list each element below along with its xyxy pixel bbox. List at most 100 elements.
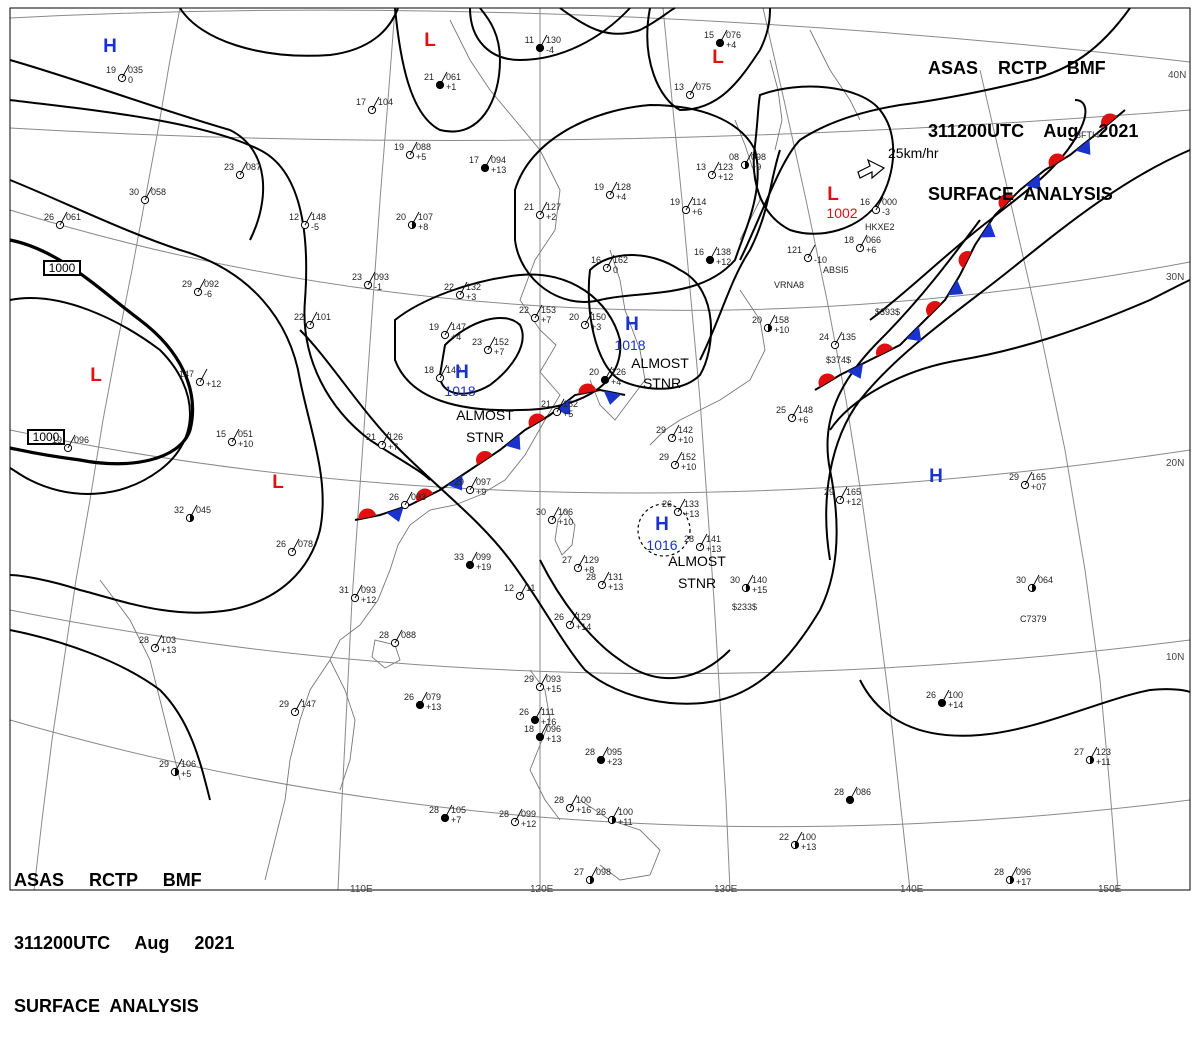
station-pressure: 133 <box>684 499 699 509</box>
station-temperature: 26 <box>662 499 672 509</box>
station-pressure-change: +16 <box>576 805 591 815</box>
station-pressure: 152 <box>494 337 509 347</box>
station-temperature: 12 <box>289 212 299 222</box>
coast-sakhalin <box>769 59 783 151</box>
station-pressure-change: +17 <box>1016 877 1031 887</box>
station-plot: 25 148+6 <box>776 404 813 425</box>
wind-barb <box>677 498 686 513</box>
station-temperature: 16 <box>860 197 870 207</box>
wind-barb <box>539 34 548 49</box>
isobar-label-bg <box>43 260 81 276</box>
station-code: HKXE2 <box>865 222 895 232</box>
station-temperature: 19 <box>594 182 604 192</box>
header-bottom: ASAS RCTP BMF 311200UTC Aug 2021 SURFACE… <box>14 828 234 1038</box>
station-temperature: 24 <box>819 332 829 342</box>
station-pressure-change: +12 <box>716 257 731 267</box>
station-pressure: 096 <box>546 724 561 734</box>
cold-triangle <box>947 279 964 296</box>
station-plot: 22 132+3 <box>444 281 481 302</box>
wind-barb <box>1031 574 1040 589</box>
cold-triangle <box>846 363 864 379</box>
station-pressure-change: +9 <box>476 487 486 497</box>
wind-barb <box>354 584 363 599</box>
station-plot: 26 129+14 <box>554 611 591 632</box>
wind-barb <box>609 181 618 196</box>
wind-barb <box>487 336 496 351</box>
station-pressure-change: +15 <box>752 585 767 595</box>
station-temperature: 23 <box>352 272 362 282</box>
pressure-center-value: 1018 <box>444 383 475 399</box>
station-pressure-change: +8 <box>584 565 594 575</box>
station-plot: 20 107+8 <box>396 211 433 232</box>
station-plot: 13 075 <box>674 81 711 100</box>
station-temperature: 33 <box>454 552 464 562</box>
warm-semicircle <box>818 373 836 388</box>
station-plot: 26 100+14 <box>926 689 963 710</box>
wind-barb <box>367 271 376 286</box>
station-temperature: 29 <box>659 452 669 462</box>
station-plot: 18 066+6 <box>844 234 881 255</box>
isobar-16 <box>752 85 895 235</box>
station-plot: 12 148-5 <box>289 211 326 232</box>
station-plot: 28 103+13 <box>139 634 176 655</box>
wind-barb <box>875 196 884 211</box>
wind-barb <box>674 451 683 466</box>
station-code: $374$ <box>826 355 851 365</box>
station-pressure: 150 <box>591 312 606 322</box>
station-pressure-change: +11 <box>1096 757 1111 767</box>
station-pressure: 100 <box>576 795 591 805</box>
station-pressure: 107 <box>418 212 433 222</box>
station-pressure: 126 <box>388 432 403 442</box>
motion-arrow-icon <box>857 158 886 180</box>
weak-high-outline <box>637 503 691 557</box>
station-temperature: 26 <box>554 612 564 622</box>
station-temperature: 29 <box>454 477 464 487</box>
warm-semicircle <box>1048 153 1066 168</box>
wind-barb <box>239 161 248 176</box>
station-pressure: 051 <box>238 429 253 439</box>
coast-luzon <box>529 669 561 821</box>
station-code: 3FTI4 <box>1076 130 1100 140</box>
station-temperature: 29 <box>182 279 192 289</box>
station-temperature: 15 <box>704 30 714 40</box>
station-temperature: 30 <box>536 507 546 517</box>
station-temperature: 30 <box>129 187 139 197</box>
pressure-center-value: 1016 <box>646 537 677 553</box>
header-top: ASAS RCTP BMF 311200UTC Aug 2021 SURFACE… <box>928 16 1138 226</box>
cold-triangle <box>906 326 922 342</box>
station-temperature: 19 <box>106 65 116 75</box>
longitude-label: 120E <box>530 884 554 895</box>
station-plot: 28 086 <box>834 786 871 805</box>
station-temperature: 30 <box>730 575 740 585</box>
station-plot: 21 126+7 <box>366 431 403 452</box>
station-plot: 27 129+8 <box>562 554 599 575</box>
station-pressure: 162 <box>613 255 628 265</box>
isobar-13 <box>438 316 524 395</box>
wind-barb <box>584 311 593 326</box>
station-temperature: 26 <box>389 492 399 502</box>
station-pressure: 096 <box>1016 867 1031 877</box>
low-pressure-center: L <box>712 47 724 68</box>
wind-barb <box>197 278 206 293</box>
station-plot: 18 140 <box>424 364 461 383</box>
station-temperature: 26 <box>404 692 414 702</box>
cold-triangle <box>386 507 404 522</box>
station-pressure-change: +5 <box>416 152 426 162</box>
station-pressure: 114 <box>692 197 706 207</box>
wind-barb <box>569 611 578 626</box>
station-pressure: 045 <box>196 505 211 515</box>
station-pressure: 093 <box>411 492 426 502</box>
wind-barb <box>839 486 848 501</box>
station-plot: 13 123+12 <box>696 161 733 182</box>
station-pressure: 075 <box>696 82 711 92</box>
station-plot: 21 061+1 <box>424 71 461 92</box>
station-code: VRNA8 <box>774 280 804 290</box>
station-plot: 30 106+10 <box>536 506 573 527</box>
wind-barb <box>174 758 183 773</box>
station-plot: 22 100+13 <box>779 831 816 852</box>
station-temperature: 13 <box>696 162 706 172</box>
isobar-12 <box>394 273 622 412</box>
movement-annotation: STNR <box>466 429 504 445</box>
station-temperature: 15 <box>216 429 226 439</box>
